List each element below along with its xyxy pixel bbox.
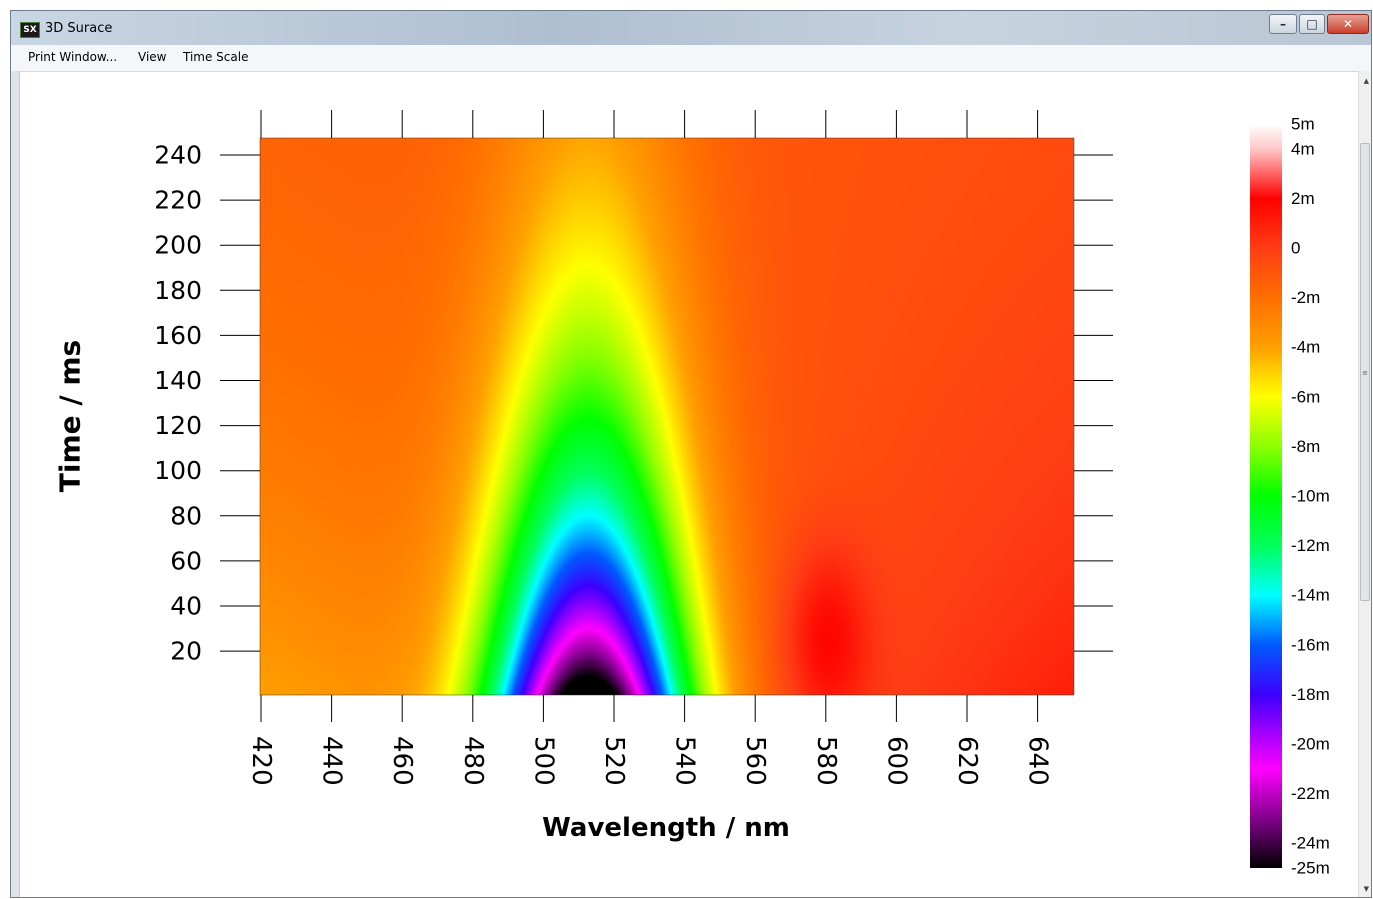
y-tick-label: 160	[154, 321, 202, 350]
colorbar-label: -8m	[1291, 437, 1320, 456]
x-tick-label: 560	[740, 736, 770, 786]
x-tick-label: 460	[387, 736, 417, 786]
colorbar	[1250, 124, 1282, 868]
y-tick-label: 40	[170, 592, 202, 621]
colorbar-label: -16m	[1291, 635, 1330, 654]
y-tick-label: 60	[170, 546, 202, 575]
colorbar-label: -2m	[1291, 288, 1320, 307]
app-icon: SX	[20, 22, 40, 38]
plot-frame	[259, 137, 1075, 696]
maximize-button[interactable]: □	[1299, 14, 1325, 34]
x-tick-label: 500	[528, 736, 558, 786]
heatmap-surface	[260, 138, 1074, 695]
x-tick-label: 480	[458, 736, 488, 786]
colorbar-label: -6m	[1291, 387, 1320, 406]
window-left-border	[11, 71, 20, 897]
menu-time-scale[interactable]: Time Scale	[183, 50, 249, 64]
y-axis-title: Time / ms	[54, 340, 87, 492]
y-tick-label: 200	[154, 231, 202, 260]
colorbar-label: -14m	[1291, 586, 1330, 605]
minimize-button[interactable]: –	[1269, 14, 1297, 34]
scroll-grip-icon: ≡	[1362, 369, 1368, 377]
scrollbar-thumb[interactable]	[1360, 143, 1370, 601]
scroll-up-arrow-icon[interactable]: ▲	[1363, 77, 1369, 85]
y-tick-label: 240	[154, 141, 202, 170]
y-tick-label: 140	[154, 366, 202, 395]
colorbar-label: -25m	[1291, 859, 1330, 878]
x-tick-label: 540	[670, 736, 700, 786]
x-tick-label: 600	[881, 736, 911, 786]
y-tick-label: 20	[170, 637, 202, 666]
colorbar-label: 2m	[1291, 189, 1315, 208]
colorbar-label: -24m	[1291, 834, 1330, 853]
colorbar-label: -10m	[1291, 487, 1330, 506]
colorbar-label: -12m	[1291, 536, 1330, 555]
colorbar-label: -18m	[1291, 685, 1330, 704]
colorbar-label: 5m	[1291, 115, 1315, 134]
y-tick-label: 220	[154, 186, 202, 215]
x-tick-label: 420	[246, 736, 276, 786]
y-tick-label: 80	[170, 501, 202, 530]
y-tick-label: 180	[154, 276, 202, 305]
colorbar-label: 0	[1291, 239, 1300, 258]
x-tick-label: 620	[952, 736, 982, 786]
colorbar-label: -4m	[1291, 338, 1320, 357]
title-bar[interactable]: SX 3D Surace – □ ✕	[11, 11, 1371, 46]
x-tick-label: 520	[599, 736, 629, 786]
close-button[interactable]: ✕	[1327, 14, 1369, 34]
y-tick-label: 100	[154, 456, 202, 485]
x-tick-label: 580	[811, 736, 841, 786]
y-tick-label: 120	[154, 411, 202, 440]
menu-bar: Print Window... View Time Scale	[11, 45, 1371, 72]
scroll-down-arrow-icon[interactable]: ▼	[1363, 885, 1369, 893]
colorbar-label: 4m	[1291, 139, 1315, 158]
colorbar-label: -20m	[1291, 735, 1330, 754]
menu-print-window[interactable]: Print Window...	[28, 50, 118, 64]
x-tick-label: 640	[1023, 736, 1053, 786]
colorbar-label: -22m	[1291, 784, 1330, 803]
window-title: 3D Surace	[45, 21, 113, 36]
x-tick-label: 440	[317, 736, 347, 786]
menu-view[interactable]: View	[138, 50, 167, 64]
x-axis-title: Wavelength / nm	[542, 813, 790, 843]
